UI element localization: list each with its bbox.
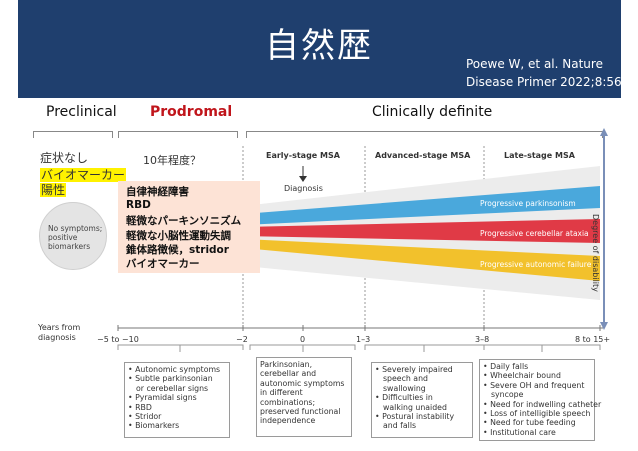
tick-label: −2 bbox=[236, 335, 248, 344]
band-parkinsonism bbox=[243, 186, 600, 225]
note-positive: 陽性 bbox=[40, 179, 67, 198]
circle-text: No symptoms; positive biomarkers bbox=[48, 224, 102, 251]
list-brackets bbox=[117, 344, 601, 352]
list-item: Biomarkers bbox=[128, 421, 226, 430]
list-item: Loss of intelligible speech bbox=[483, 409, 591, 418]
stage-late: Late-stage MSA bbox=[504, 151, 575, 160]
tick-label: 3–8 bbox=[475, 335, 490, 344]
note-positive-text: 陽性 bbox=[40, 183, 67, 197]
list-item: Wheelchair bound bbox=[483, 371, 591, 380]
list-item: syncope bbox=[491, 390, 524, 400]
phase-clinical: Clinically definite bbox=[372, 104, 493, 120]
list-item: Parkinsonian, bbox=[260, 360, 313, 369]
prodromal-item: 軽微な小脳性運動失調 bbox=[126, 230, 231, 242]
years-axis-label-line-2: diagnosis bbox=[38, 333, 76, 342]
list-item: Pyramidal signs bbox=[128, 393, 226, 402]
bracket-prodromal bbox=[118, 131, 238, 138]
tick-label: 1–3 bbox=[356, 335, 371, 344]
list-item: Subtle parkinsonian bbox=[128, 374, 226, 383]
phase-prodromal: Prodromal bbox=[150, 104, 233, 120]
prodromal-item: 軽微なパーキンソニズム bbox=[126, 215, 242, 227]
list-item: Postural instability bbox=[375, 412, 469, 421]
circle-line-2: positive bbox=[48, 233, 78, 242]
list-item: in different bbox=[260, 388, 303, 398]
note-biomarker: バイオマーカー bbox=[40, 164, 127, 183]
citation-line-1: Poewe W, et al. Nature bbox=[466, 57, 603, 71]
stage-advanced: Advanced-stage MSA bbox=[375, 151, 471, 160]
advanced-list: Severely impaired speech and swallowing … bbox=[371, 362, 473, 438]
list-item: preserved functional bbox=[260, 407, 341, 417]
tick-label: −5 to −10 bbox=[97, 335, 139, 344]
list-item: walking unaided bbox=[383, 402, 447, 412]
citation-line-2: Disease Primer 2022;8:56. bbox=[466, 75, 626, 89]
prodromal-item: バイオマーカー bbox=[126, 258, 200, 270]
citation: Poewe W, et al. Nature Disease Primer 20… bbox=[466, 55, 626, 91]
list-item: or cerebellar signs bbox=[136, 383, 209, 393]
tick-label: 8 to 15+ bbox=[575, 335, 611, 344]
circle-line-3: biomarkers bbox=[48, 242, 91, 251]
circle-line-1: No symptoms; bbox=[48, 224, 103, 233]
bracket-preclinical bbox=[33, 131, 113, 138]
list-item: speech and bbox=[383, 374, 428, 384]
prodromal-box bbox=[118, 181, 260, 273]
phase-preclinical: Preclinical bbox=[46, 104, 117, 120]
late-list: Daily falls Wheelchair bound Severe OH a… bbox=[479, 359, 601, 441]
stage-early: Early-stage MSA bbox=[266, 151, 340, 160]
list-item: RBD bbox=[128, 403, 226, 412]
band-parkinsonism-label: Progressive parkinsonism bbox=[480, 199, 576, 208]
list-item: autonomic symptoms bbox=[260, 378, 345, 388]
page-title: 自然歴 bbox=[265, 26, 373, 66]
band-autonomic bbox=[243, 239, 600, 281]
prodromal-item: 錐体路徴候，stridor bbox=[126, 244, 229, 256]
years-axis-label: Years from diagnosis bbox=[38, 323, 80, 343]
band-ataxia-label: Progressive cerebellar ataxia bbox=[480, 229, 589, 238]
duration-note: 10年程度？ bbox=[143, 154, 201, 167]
years-axis-label-line-1: Years from bbox=[38, 323, 81, 332]
list-item: Institutional care bbox=[483, 428, 591, 437]
list-item: Autonomic symptoms bbox=[128, 365, 226, 374]
list-item: Severely impaired bbox=[375, 365, 469, 374]
diagnosis-arrow-head bbox=[299, 176, 307, 182]
list-item: Difficulties in bbox=[375, 393, 469, 402]
disability-axis-label: Degree of disability bbox=[591, 214, 600, 292]
list-item: swallowing bbox=[383, 383, 426, 393]
list-item: Stridor bbox=[128, 412, 226, 421]
list-item: independence bbox=[260, 416, 316, 426]
note-no-symptoms: 症状なし bbox=[40, 151, 89, 165]
no-symptoms-circle bbox=[39, 202, 107, 270]
prodromal-item: 自律神経障害 bbox=[126, 186, 189, 198]
band-ataxia bbox=[243, 219, 600, 243]
band-autonomic-label: Progressive autonomic failure bbox=[480, 260, 592, 269]
list-item: Severe OH and frequent bbox=[483, 381, 591, 390]
note-biomarker-text: バイオマーカー bbox=[40, 168, 127, 182]
years-axis-ticks bbox=[117, 325, 601, 331]
list-item: Daily falls bbox=[483, 362, 591, 371]
tick-label: 0 bbox=[300, 335, 306, 344]
list-item: combinations; bbox=[260, 397, 316, 407]
list-item: Need for tube feeding bbox=[483, 418, 591, 427]
disability-axis-arrow-bottom bbox=[600, 322, 608, 330]
prodromal-item: RBD bbox=[126, 199, 151, 211]
diagnosis-label: Diagnosis bbox=[284, 184, 323, 193]
disability-axis-arrow-top bbox=[600, 128, 608, 136]
title-banner bbox=[18, 0, 621, 98]
early-list: Parkinsonian, cerebellar and autonomic s… bbox=[256, 357, 352, 437]
list-item: Need for indwelling catheter bbox=[483, 400, 601, 409]
list-item: cerebellar and bbox=[260, 369, 317, 379]
list-item: and falls bbox=[383, 421, 417, 431]
prodromal-list: Autonomic symptoms Subtle parkinsonian o… bbox=[124, 362, 230, 438]
